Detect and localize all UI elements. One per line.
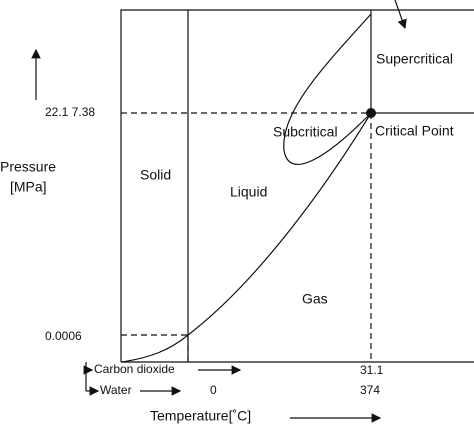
critical-point-marker: [366, 108, 376, 118]
y-tick-label: 0.0006: [45, 329, 82, 343]
region-label: Critical Point: [375, 123, 454, 139]
x-tick-label: 0: [210, 383, 217, 397]
x-tick-label: 31.1: [360, 363, 384, 377]
y-axis-title: Pressure: [0, 159, 56, 175]
x-row-label: Water: [100, 383, 132, 397]
region-label: Supercritical: [376, 51, 453, 67]
x-tick-label: 374: [360, 383, 380, 397]
x-axis-title: Temperature[˚C]: [150, 408, 251, 424]
pointer-arrow: [394, 0, 407, 30]
region-label: Gas: [302, 291, 328, 307]
y-tick-label: 22.1 7.38: [45, 105, 95, 119]
vaporization-curve: [120, 112, 372, 363]
region-label: Solid: [140, 167, 171, 183]
subcritical-loop: [283, 13, 372, 166]
region-label: Liquid: [230, 184, 267, 200]
region-label: Subcritical: [273, 124, 338, 140]
x-row-label: Carbon dioxide: [94, 362, 175, 376]
frame: [120, 9, 474, 362]
y-axis-title: [MPa]: [10, 179, 47, 195]
